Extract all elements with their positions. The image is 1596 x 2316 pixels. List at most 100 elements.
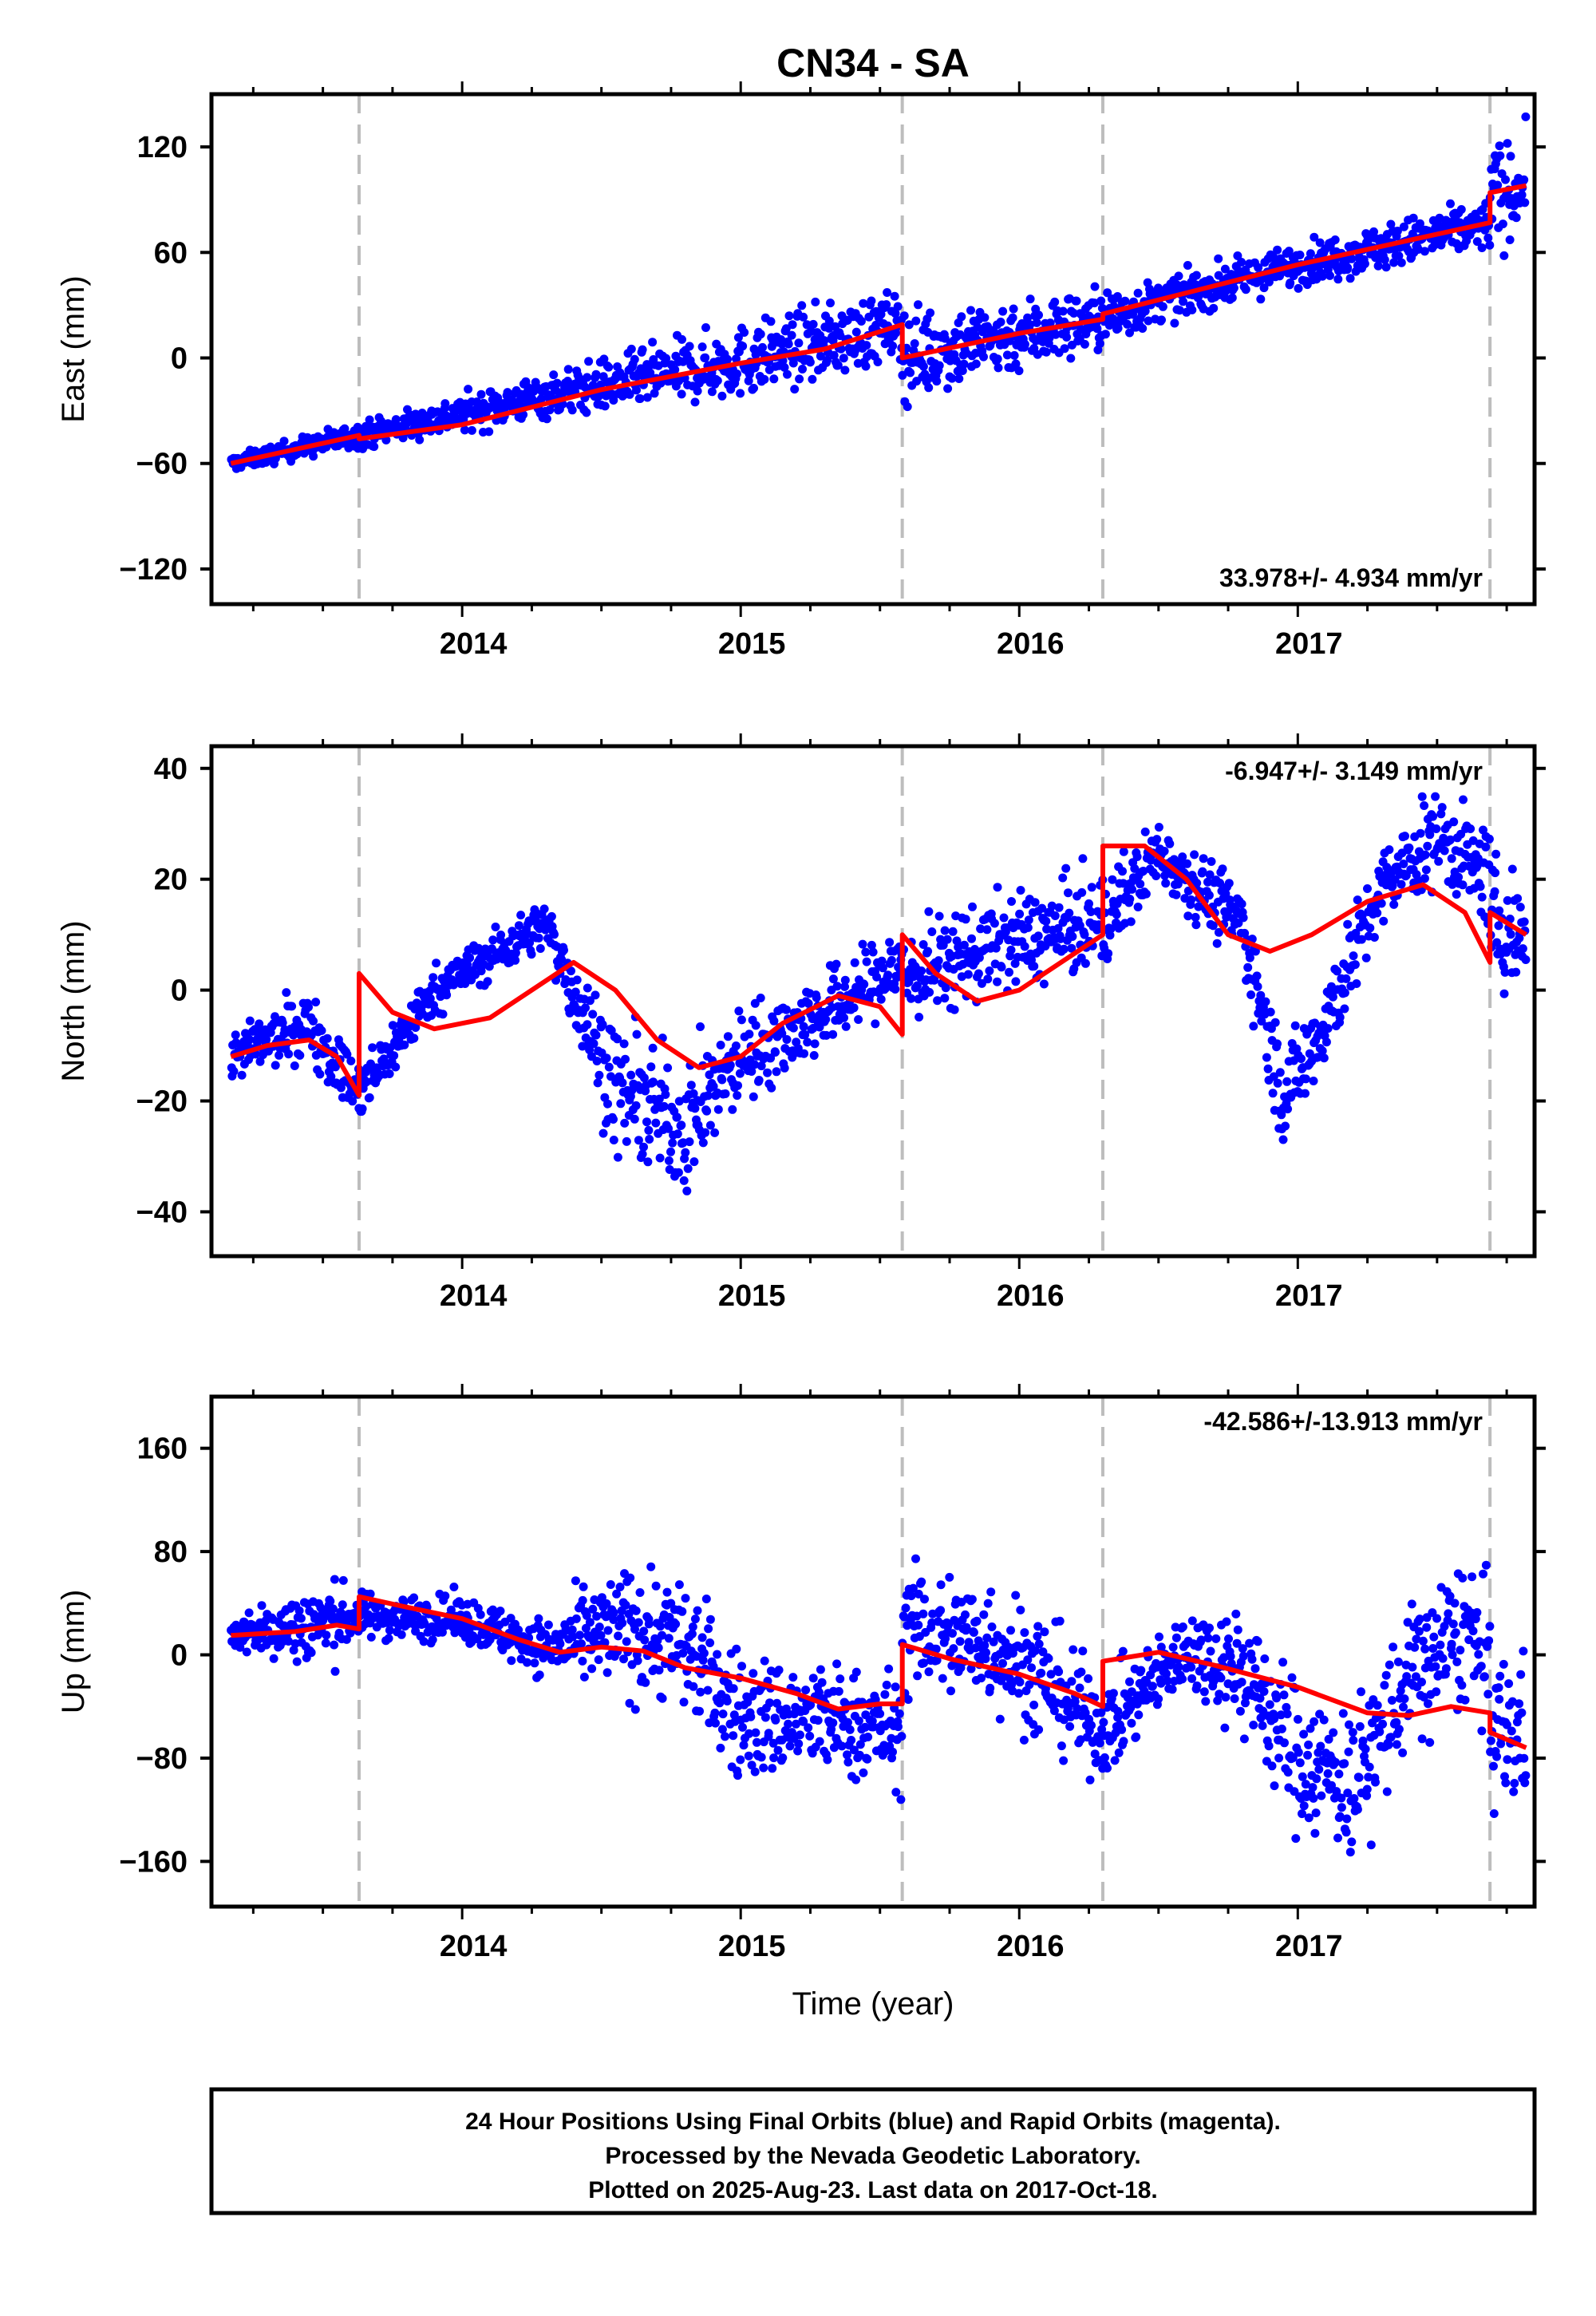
data-point — [968, 902, 977, 911]
data-point — [460, 425, 469, 435]
data-point — [567, 1625, 577, 1634]
data-point — [1187, 1674, 1197, 1683]
data-point — [1023, 923, 1033, 932]
data-point — [1241, 285, 1250, 294]
data-point — [1340, 1759, 1349, 1769]
data-point — [891, 328, 901, 338]
data-point — [1034, 1725, 1044, 1734]
data-point — [1059, 1756, 1069, 1765]
data-point — [630, 1625, 639, 1634]
data-point — [913, 1671, 922, 1681]
data-point — [1380, 255, 1389, 264]
data-point — [1361, 1745, 1370, 1754]
data-point — [925, 987, 934, 997]
data-point — [930, 975, 939, 985]
data-point — [1221, 889, 1231, 899]
data-point — [1417, 792, 1427, 801]
data-point — [1025, 1680, 1034, 1690]
data-point — [1506, 152, 1515, 161]
y-tick-label: 0 — [171, 342, 188, 376]
data-point — [877, 956, 887, 966]
data-point — [1323, 1024, 1333, 1034]
data-point — [1249, 1721, 1258, 1729]
data-point — [1155, 1632, 1163, 1642]
data-point — [722, 1697, 732, 1705]
data-point — [1069, 309, 1079, 318]
data-point — [1041, 347, 1051, 357]
data-point — [1301, 1780, 1310, 1789]
data-point — [432, 958, 441, 968]
data-point — [603, 1099, 612, 1109]
data-point — [583, 983, 592, 993]
data-point — [591, 990, 600, 1000]
data-point — [539, 904, 549, 914]
data-point — [1380, 1681, 1389, 1690]
data-point — [595, 1070, 604, 1080]
data-point — [1420, 850, 1430, 860]
data-point — [1503, 139, 1512, 148]
data-point — [527, 950, 536, 959]
data-point — [1106, 924, 1116, 934]
data-point — [938, 1674, 947, 1683]
data-point — [581, 1003, 590, 1013]
data-point — [949, 1644, 958, 1654]
data-point — [1165, 839, 1175, 848]
data-point — [317, 1026, 326, 1035]
data-point — [911, 316, 921, 326]
data-point — [763, 1068, 772, 1077]
data-point — [640, 1635, 650, 1645]
data-point — [639, 1073, 649, 1083]
data-point — [936, 1606, 946, 1615]
data-point — [792, 1719, 800, 1729]
data-point — [1206, 1646, 1215, 1656]
data-point — [1178, 1622, 1187, 1631]
data-point — [1128, 884, 1136, 894]
data-point — [1310, 1717, 1319, 1726]
data-point — [579, 1672, 589, 1682]
data-point — [309, 452, 318, 461]
data-point — [1237, 1678, 1246, 1687]
data-point — [837, 1741, 847, 1751]
data-point — [330, 1640, 339, 1650]
data-point — [1016, 1605, 1025, 1614]
y-tick-label: 60 — [154, 236, 188, 270]
data-point — [1489, 1761, 1498, 1771]
data-point — [723, 1032, 733, 1041]
data-point — [967, 1595, 977, 1604]
data-point — [785, 1741, 795, 1751]
data-point — [1510, 1779, 1519, 1788]
data-point — [678, 1607, 687, 1616]
data-point — [1261, 997, 1270, 1006]
data-point — [1317, 271, 1327, 281]
data-point — [1434, 856, 1444, 866]
data-point — [658, 1630, 666, 1640]
data-point — [1304, 1740, 1314, 1749]
data-point — [948, 927, 958, 936]
y-tick-label: 20 — [154, 864, 188, 897]
data-point — [940, 994, 950, 1003]
data-point — [1305, 1049, 1314, 1058]
data-point — [1494, 1683, 1503, 1693]
data-point — [750, 998, 760, 1008]
data-point — [823, 355, 832, 365]
data-point — [799, 312, 808, 322]
data-point — [1126, 917, 1136, 927]
data-point — [1113, 1713, 1123, 1722]
data-point — [604, 362, 614, 372]
data-point — [602, 1053, 611, 1063]
data-point — [1103, 288, 1112, 298]
data-point — [1006, 1626, 1015, 1635]
data-point — [1506, 930, 1515, 939]
data-point — [659, 1101, 669, 1111]
data-point — [1338, 1709, 1348, 1718]
velocity-rate-label: 33.978+/- 4.934 mm/yr — [1219, 563, 1483, 592]
data-point — [1446, 199, 1455, 208]
data-point — [987, 1622, 997, 1631]
model-fit-line — [230, 844, 1528, 1098]
data-point — [668, 1138, 678, 1148]
data-point — [1294, 1714, 1302, 1724]
data-point — [496, 1607, 505, 1616]
data-point — [1333, 1833, 1342, 1843]
data-point — [705, 1638, 715, 1647]
data-point — [1371, 1777, 1380, 1787]
